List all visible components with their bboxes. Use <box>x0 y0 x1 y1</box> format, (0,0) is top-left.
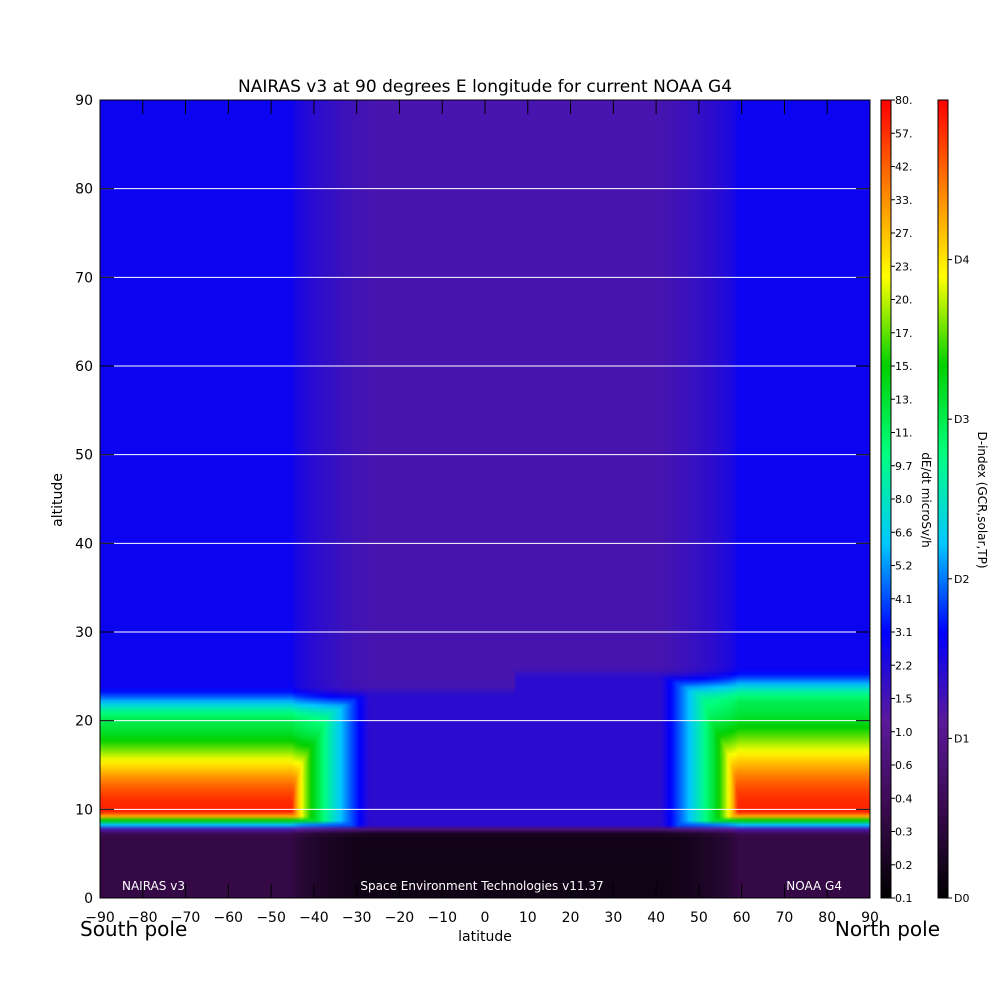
dose-tick-label-12: 8.0 <box>895 493 913 506</box>
dindex-tick-label-D3: D3 <box>954 413 969 426</box>
x-tick-label-0: 0 <box>481 910 490 926</box>
x-tick-label--90: −90 <box>85 910 115 926</box>
dindex-colorbar-label: D-index (GCR,solar,TP) <box>975 431 989 568</box>
x-tick-label--30: −30 <box>342 910 372 926</box>
dose-tick-label-21: 33. <box>895 194 913 207</box>
y-tick-label-10: 10 <box>75 802 93 818</box>
footer-center: Space Environment Technologies v11.37 <box>360 879 603 893</box>
dose-tick-label-24: 80. <box>895 94 913 107</box>
dindex-tick-label-D4: D4 <box>954 254 969 267</box>
y-tick-label-0: 0 <box>84 891 93 907</box>
y-tick-label-40: 40 <box>75 536 93 552</box>
x-tick-label-90: 90 <box>861 910 879 926</box>
dose-tick-label-1: 0.2 <box>895 859 913 872</box>
dose-colorbar-label: dE/dt microSv/h <box>919 452 933 547</box>
dose-tick-label-23: 57. <box>895 127 913 140</box>
y-tick-label-90: 90 <box>75 93 93 109</box>
dose-tick-label-14: 11. <box>895 427 913 440</box>
dindex-tick-label-D1: D1 <box>954 732 969 745</box>
y-axis-label: altitude <box>50 473 66 527</box>
x-tick-label-40: 40 <box>647 910 665 926</box>
y-tick-label-70: 70 <box>75 270 93 286</box>
dose-tick-label-16: 15. <box>895 360 913 373</box>
x-tick-label-70: 70 <box>776 910 794 926</box>
y-tick-label-20: 20 <box>75 714 93 730</box>
dose-tick-label-20: 27. <box>895 227 913 240</box>
y-tick-label-50: 50 <box>75 448 93 464</box>
dose-tick-label-8: 3.1 <box>895 626 913 639</box>
chart-title: NAIRAS v3 at 90 degrees E longitude for … <box>238 77 732 97</box>
footer-left: NAIRAS v3 <box>122 879 185 893</box>
dose-colorbar-bar <box>880 99 892 899</box>
dose-tick-label-4: 0.6 <box>895 759 913 772</box>
heatmap-layer <box>100 100 870 898</box>
dose-tick-label-5: 1.0 <box>895 726 913 739</box>
dindex-colorbar-bar <box>937 99 949 899</box>
south-pole-label: South pole <box>80 917 187 941</box>
grid-layer <box>100 188 870 810</box>
dose-colorbar: 0.1 0.2 0.3 0.4 0.6 1.0 1.5 2.2 3.1 4.1 5.2 6.6 8.0 9… <box>880 94 913 905</box>
x-tick-label--40: −40 <box>299 910 329 926</box>
north-pole-label: North pole <box>835 917 940 941</box>
x-tick-label--10: −10 <box>427 910 457 926</box>
x-tick-label--50: −50 <box>256 910 286 926</box>
x-tick-label-50: 50 <box>690 910 708 926</box>
y-tick-label-30: 30 <box>75 625 93 641</box>
axes-layer: −90 −80 −70 −60 −50 −40 −30 −20 −10 0 10 20 30 40 50 60… <box>75 93 879 926</box>
dose-tick-label-17: 17. <box>895 327 913 340</box>
dose-tick-label-22: 42. <box>895 161 913 174</box>
x-tick-label-30: 30 <box>604 910 622 926</box>
dose-tick-label-11: 6.6 <box>895 526 913 539</box>
footer-right: NOAA G4 <box>786 879 842 893</box>
dose-tick-label-10: 5.2 <box>895 560 913 573</box>
dindex-colorbar: D0 D1 D2 D3 D4 <box>937 99 969 905</box>
dose-tick-label-6: 1.5 <box>895 693 913 706</box>
x-tick-label--20: −20 <box>385 910 415 926</box>
dose-tick-label-2: 0.3 <box>895 826 913 839</box>
dose-tick-label-0: 0.1 <box>895 892 913 905</box>
x-axis-label: latitude <box>458 929 512 945</box>
dose-tick-label-9: 4.1 <box>895 593 913 606</box>
x-tick-label--80: −80 <box>128 910 158 926</box>
dose-tick-label-18: 20. <box>895 294 913 307</box>
x-tick-label--60: −60 <box>214 910 244 926</box>
dose-tick-label-3: 0.4 <box>895 792 913 805</box>
x-tick-label-10: 10 <box>519 910 537 926</box>
x-tick-label-80: 80 <box>818 910 836 926</box>
dose-tick-label-13: 9.7 <box>895 460 913 473</box>
heatmap-image <box>100 100 870 898</box>
x-tick-label--70: −70 <box>171 910 201 926</box>
x-tick-label-60: 60 <box>733 910 751 926</box>
x-tick-label-20: 20 <box>562 910 580 926</box>
dose-tick-label-7: 2.2 <box>895 659 913 672</box>
dindex-tick-label-D0: D0 <box>954 892 969 905</box>
y-tick-label-80: 80 <box>75 182 93 198</box>
y-tick-label-60: 60 <box>75 359 93 375</box>
dindex-tick-label-D2: D2 <box>954 573 969 586</box>
dose-tick-label-15: 13. <box>895 393 913 406</box>
dose-tick-label-19: 23. <box>895 260 913 273</box>
